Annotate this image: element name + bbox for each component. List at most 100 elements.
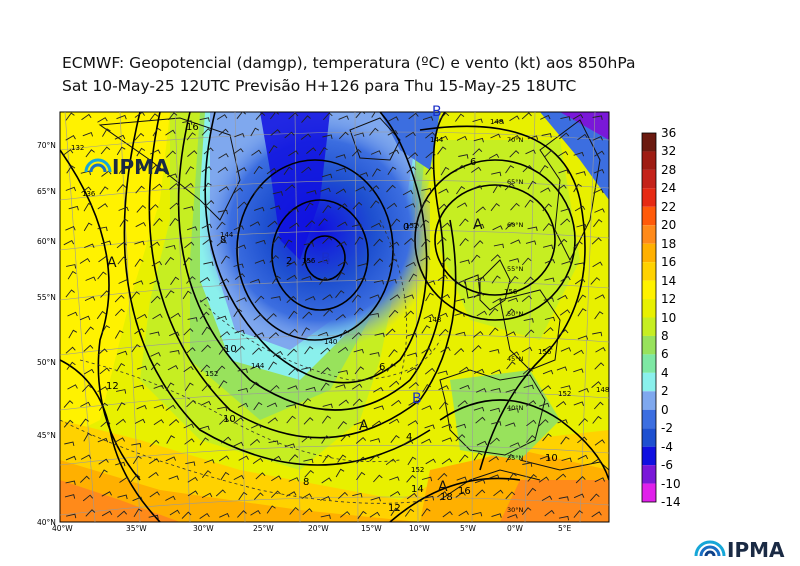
wind-barb: [557, 150, 569, 157]
wind-barb: [574, 278, 586, 285]
wind-barb: [439, 293, 450, 300]
wind-barb: [237, 402, 249, 408]
wind-barb: [82, 494, 94, 502]
wind-barb: [116, 389, 127, 394]
lon-label: 15°W: [361, 524, 382, 533]
colorbar-swatch: [642, 188, 656, 207]
wind-barb: [455, 423, 467, 429]
contour-label: 156: [504, 288, 518, 296]
wind-barb: [97, 203, 108, 210]
colorbar-swatch: [642, 465, 656, 484]
wind-barb: [335, 313, 346, 321]
wind-barb: [253, 185, 263, 194]
wind-barb: [458, 366, 470, 373]
colorbar-swatch: [642, 299, 656, 318]
wind-barb: [149, 491, 160, 498]
wind-barb: [439, 112, 450, 120]
wind-barb: [593, 401, 604, 410]
wind-barb: [252, 347, 262, 355]
wind-barb: [149, 331, 160, 337]
temperature-labels: 12 10 8 6 4 10 12 14 16 16 18 6 8 10 2 0: [106, 122, 558, 514]
wind-barb: [420, 219, 430, 228]
wind-barb: [437, 203, 448, 211]
wind-barb: [475, 416, 486, 424]
wind-barb: [114, 330, 124, 339]
wind-barb: [218, 186, 230, 193]
colorbar-swatch: [642, 372, 656, 392]
wind-barb: [458, 154, 469, 159]
wind-barb: [337, 454, 347, 463]
inner-lat-label: 35°N: [507, 454, 524, 462]
wind-barb: [489, 437, 500, 445]
wind-barb: [287, 385, 298, 390]
wind-barb: [250, 127, 260, 137]
wind-barb: [318, 331, 329, 337]
wind-barb: [151, 260, 162, 267]
temp-label: 16: [458, 486, 471, 497]
wind-barb: [505, 453, 515, 463]
wind-barb: [202, 238, 213, 245]
wind-barb: [405, 261, 417, 268]
wind-barb: [509, 351, 520, 358]
wind-barb: [168, 475, 179, 480]
wind-barb: [286, 415, 296, 424]
wind-barb: [135, 185, 145, 194]
colorbar-label: -14: [661, 495, 681, 509]
wind-barb: [268, 361, 278, 370]
wind-barb: [83, 222, 93, 232]
wind-barb: [300, 133, 311, 140]
lat-label: 55°N: [37, 293, 56, 302]
wind-barb: [322, 403, 333, 409]
wind-barb: [65, 455, 77, 461]
wind-barb: [132, 496, 143, 502]
wind-barb: [201, 223, 213, 229]
wind-barb: [406, 166, 417, 174]
wind-barb: [438, 188, 449, 194]
wind-barb: [288, 207, 299, 213]
wind-barb: [455, 113, 465, 122]
wind-barb: [234, 133, 245, 138]
colorbar-swatch: [642, 428, 656, 447]
wind-barb: [525, 149, 536, 155]
contour-label: 148: [490, 118, 503, 126]
colorbar-label: 16: [661, 255, 677, 270]
wind-barb: [574, 205, 586, 212]
wind-barb: [526, 419, 537, 427]
wind-barb: [357, 263, 368, 268]
wind-barb: [542, 222, 553, 231]
wind-barb: [185, 166, 195, 175]
wind-barb: [97, 348, 108, 356]
wind-barb: [369, 438, 381, 443]
wind-barb: [525, 240, 537, 245]
wind-barb: [526, 487, 537, 496]
wind-barb: [150, 295, 161, 304]
wind-barb: [168, 112, 178, 121]
wind-barb: [199, 276, 210, 283]
wind-barb: [374, 332, 385, 338]
colorbar-label: 10: [661, 310, 677, 325]
colorbar-label: 32: [661, 144, 677, 159]
temp-label: 0: [403, 222, 409, 233]
wind-barb: [272, 236, 282, 245]
colorbar-label: 22: [661, 199, 677, 214]
wind-barb: [80, 454, 92, 460]
wind-barb: [424, 367, 436, 375]
wind-barb: [182, 290, 192, 300]
wind-barb: [472, 148, 483, 156]
wind-barb: [390, 434, 400, 443]
wind-barb: [402, 189, 414, 196]
wind-barb: [116, 184, 127, 192]
wind-barb: [492, 297, 503, 304]
wind-barb: [149, 458, 160, 465]
wind-barb: [131, 442, 142, 448]
wind-barb: [255, 112, 266, 120]
wind-barb: [339, 329, 349, 339]
wind-barb: [573, 510, 583, 518]
wind-barb: [266, 167, 277, 175]
wind-barb: [591, 381, 602, 388]
contour-label: 144: [220, 231, 234, 239]
wind-barb: [386, 363, 396, 372]
wind-barb: [527, 473, 537, 482]
wind-barb: [219, 417, 230, 425]
wind-barb: [234, 329, 245, 335]
